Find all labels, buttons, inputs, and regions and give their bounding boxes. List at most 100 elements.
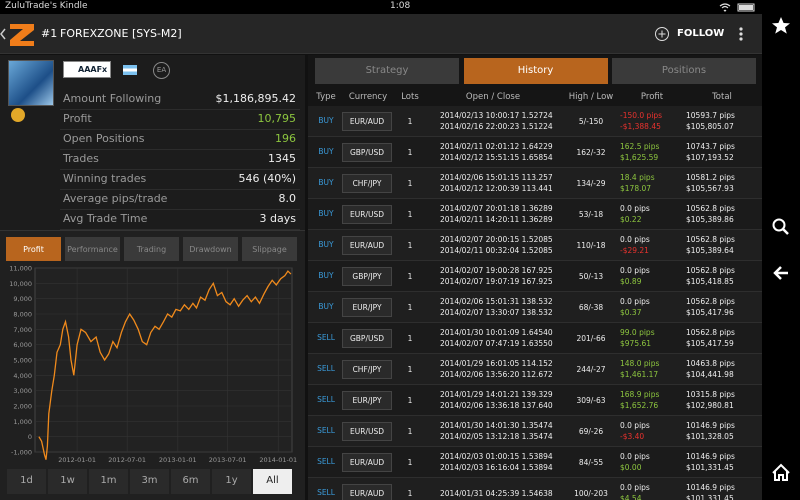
nav-icons bbox=[772, 17, 790, 481]
table-row[interactable]: SELL EUR/AUD 1 2014/02/03 01:00:15 1.53894 2… bbox=[308, 447, 762, 478]
stat-label: Profit bbox=[63, 112, 92, 125]
table-row[interactable]: BUY EUR/JPY 1 2014/02/06 15:01:31 138.532 20… bbox=[308, 292, 762, 323]
close-time: 2014/02/06 13:56:20 112.672 bbox=[440, 370, 553, 379]
currency-box bbox=[342, 453, 392, 472]
total-money: $101,328.05 bbox=[686, 432, 734, 441]
trade-type: SELL bbox=[317, 488, 335, 497]
close-time: 2014/02/03 16:16:04 1.53894 bbox=[440, 463, 553, 472]
open-time: 2014/02/03 01:00:15 1.53894 bbox=[440, 452, 553, 461]
table-row[interactable]: SELL EUR/USD 1 2014/01/30 14:01:30 1.35474 2… bbox=[308, 416, 762, 447]
high-low: 50/-13 bbox=[578, 272, 604, 281]
follow-icon[interactable] bbox=[654, 26, 670, 42]
currency-box bbox=[342, 143, 392, 162]
table-row[interactable]: BUY CHF/JPY 1 2014/02/06 15:01:15 113.257 20… bbox=[308, 168, 762, 199]
close-time: 2014/02/07 19:07:19 167.925 bbox=[440, 277, 553, 286]
detail-tab[interactable]: Strategy bbox=[315, 58, 459, 84]
stat-divider bbox=[60, 229, 300, 230]
table-row[interactable]: BUY GBP/JPY 1 2014/02/07 19:00:28 167.925 20… bbox=[308, 261, 762, 292]
trade-type: SELL bbox=[317, 364, 335, 373]
status-title: ZuluTrade's Kindle bbox=[5, 1, 88, 11]
total-pips: 10743.7 pips bbox=[686, 142, 735, 151]
favorite-icon[interactable] bbox=[772, 17, 790, 34]
menu-icon[interactable] bbox=[736, 25, 746, 43]
profit-money: $0.37 bbox=[620, 308, 642, 317]
range-button[interactable]: 1w bbox=[48, 469, 87, 494]
close-time: 2014/02/11 14:20:11 1.36289 bbox=[440, 215, 553, 224]
total-money: $101,331.45 bbox=[686, 494, 734, 500]
x-tick-label: 2013-07-01 bbox=[209, 456, 247, 464]
stat-divider bbox=[60, 129, 300, 130]
column-header: Type bbox=[316, 92, 336, 102]
currency-box bbox=[342, 360, 392, 379]
follow-button[interactable]: FOLLOW bbox=[677, 28, 725, 39]
table-row[interactable]: SELL CHF/JPY 1 2014/01/29 16:01:05 114.152 2… bbox=[308, 354, 762, 385]
currency: CHF/JPY bbox=[352, 179, 382, 188]
total-pips: 10581.2 pips bbox=[686, 173, 735, 182]
profit-pips: 0.0 pips bbox=[620, 483, 650, 492]
y-tick-label: 1,000 bbox=[13, 418, 32, 426]
profit-pips: 0.0 pips bbox=[620, 421, 650, 430]
high-low: 100/-203 bbox=[574, 489, 608, 498]
logo[interactable] bbox=[0, 20, 40, 48]
table-row[interactable]: SELL EUR/JPY 1 2014/01/29 14:01:21 139.329 2… bbox=[308, 385, 762, 416]
currency: EUR/JPY bbox=[352, 303, 382, 312]
profit-money: -$1,388.45 bbox=[620, 122, 661, 131]
lots: 1 bbox=[407, 489, 413, 498]
total-money: $105,417.96 bbox=[686, 308, 734, 317]
open-time: 2014/02/07 19:00:28 167.925 bbox=[440, 266, 553, 275]
range-button[interactable]: All bbox=[253, 469, 292, 494]
table-row[interactable]: BUY EUR/USD 1 2014/02/07 20:01:18 1.36289 20… bbox=[308, 199, 762, 230]
open-time: 2014/02/07 20:00:15 1.52085 bbox=[440, 235, 553, 244]
detail-tab[interactable]: Positions bbox=[612, 58, 756, 84]
lots: 1 bbox=[407, 334, 413, 343]
profit-money: $0.22 bbox=[620, 215, 642, 224]
chart-tab[interactable]: Slippage bbox=[242, 237, 297, 261]
chart-tab[interactable]: Profit bbox=[6, 237, 61, 261]
detail-tab[interactable]: History bbox=[463, 58, 608, 84]
search-icon[interactable] bbox=[772, 218, 789, 235]
range-button[interactable]: 1d bbox=[7, 469, 46, 494]
chart-tab[interactable]: Trading bbox=[124, 237, 179, 261]
chart-tab[interactable]: Performance bbox=[65, 237, 120, 261]
close-time: 2014/02/07 13:30:07 138.532 bbox=[440, 308, 553, 317]
range-button[interactable]: 3m bbox=[130, 469, 169, 494]
trader-name: FOREXZONE [SYS-M2] bbox=[60, 27, 182, 40]
close-time: 2014/02/05 13:12:18 1.35474 bbox=[440, 432, 553, 441]
high-low: 110/-18 bbox=[576, 241, 606, 250]
status-icons bbox=[719, 3, 755, 12]
stat-label: Avg Trade Time bbox=[63, 212, 148, 225]
profit-pips: 18.4 pips bbox=[620, 173, 655, 182]
stat-label: Average pips/trade bbox=[63, 192, 168, 205]
high-low: 53/-18 bbox=[578, 210, 604, 219]
table-row[interactable]: SELL EUR/AUD 1 2014/01/31 04:25:39 1.54638 1… bbox=[308, 478, 762, 500]
currency: GBP/USD bbox=[349, 334, 385, 343]
open-time: 2014/02/06 15:01:15 113.257 bbox=[440, 173, 553, 182]
table-row[interactable]: BUY EUR/AUD 1 2014/02/13 10:00:17 1.52724 20… bbox=[308, 106, 762, 137]
home-icon[interactable] bbox=[772, 463, 790, 481]
trade-type: BUY bbox=[318, 271, 334, 280]
range-button[interactable]: 6m bbox=[171, 469, 210, 494]
currency-box bbox=[342, 236, 392, 255]
table-row[interactable]: BUY EUR/AUD 1 2014/02/07 20:00:15 1.52085 20… bbox=[308, 230, 762, 261]
close-time: 2014/02/12 12:00:39 113.441 bbox=[440, 184, 553, 193]
stat-label: Open Positions bbox=[63, 132, 145, 145]
status-time: 1:08 bbox=[390, 1, 411, 11]
stat-label: Amount Following bbox=[63, 92, 162, 105]
status-bar bbox=[0, 0, 800, 14]
open-time: 2014/01/29 14:01:21 139.329 bbox=[440, 390, 553, 399]
currency: EUR/USD bbox=[350, 427, 384, 436]
range-button[interactable]: 1m bbox=[89, 469, 128, 494]
total-pips: 10562.8 pips bbox=[686, 328, 735, 337]
chart-tab[interactable]: Drawdown bbox=[183, 237, 238, 261]
profit-pips: 0.0 pips bbox=[620, 204, 650, 213]
range-button[interactable]: 1y bbox=[212, 469, 251, 494]
rank-medal bbox=[11, 108, 25, 122]
column-header: Total bbox=[712, 92, 732, 102]
lots: 1 bbox=[407, 427, 413, 436]
trade-type: SELL bbox=[317, 333, 335, 342]
table-row[interactable]: SELL GBP/USD 1 2014/01/30 10:01:09 1.64540 2… bbox=[308, 323, 762, 354]
y-tick-label: 10,000 bbox=[9, 280, 32, 288]
back-icon[interactable] bbox=[773, 266, 788, 280]
profit-money: -$29.21 bbox=[620, 246, 649, 255]
table-row[interactable]: BUY GBP/USD 1 2014/02/11 02:01:12 1.64229 20… bbox=[308, 137, 762, 168]
